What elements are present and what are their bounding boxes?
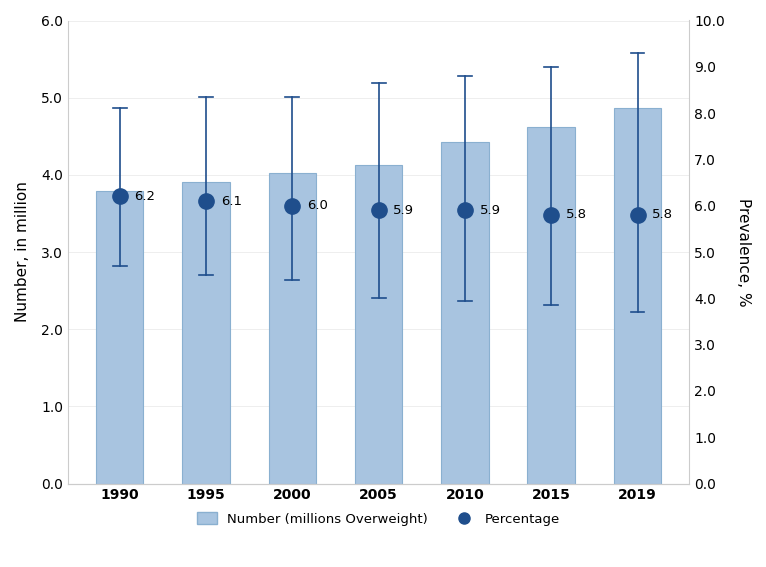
Bar (182, 182, 230, 484)
Text: 5.8: 5.8 (566, 209, 587, 222)
Bar (528, 127, 575, 484)
Legend: Number (millions Overweight), Percentage: Number (millions Overweight), Percentage (191, 506, 567, 532)
Bar (96, 191, 143, 484)
Text: 5.8: 5.8 (652, 209, 673, 222)
Text: 6.0: 6.0 (307, 199, 328, 212)
Text: 6.2: 6.2 (134, 190, 155, 203)
Text: 6.1: 6.1 (221, 194, 242, 208)
Text: 5.9: 5.9 (480, 204, 501, 217)
Bar (355, 165, 402, 484)
Bar (441, 142, 489, 484)
Bar (269, 174, 316, 484)
Text: 5.9: 5.9 (393, 204, 414, 217)
Y-axis label: Prevalence, %: Prevalence, % (736, 198, 751, 306)
Bar (614, 108, 661, 484)
Y-axis label: Number, in million: Number, in million (15, 181, 30, 323)
